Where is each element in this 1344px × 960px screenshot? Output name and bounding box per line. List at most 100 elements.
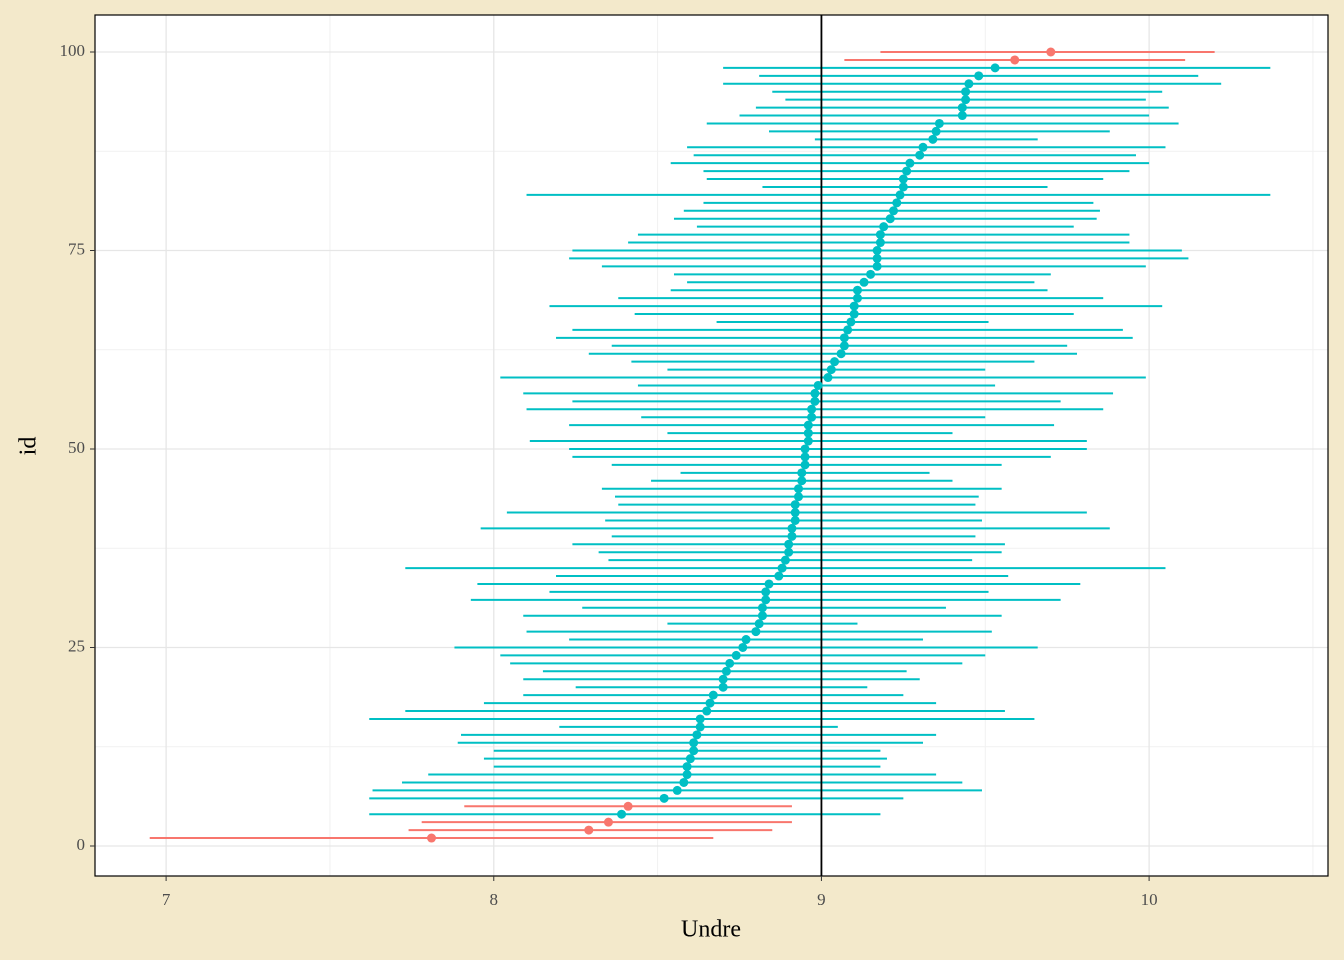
point <box>803 436 813 446</box>
point <box>852 285 862 295</box>
point <box>823 373 833 383</box>
point <box>584 825 594 835</box>
point <box>603 817 613 827</box>
y-tick-label: 100 <box>60 41 86 60</box>
point <box>790 508 800 518</box>
point <box>731 650 741 660</box>
point <box>875 238 885 248</box>
point <box>872 245 882 255</box>
point <box>905 158 915 168</box>
point <box>764 579 774 589</box>
point <box>617 809 627 819</box>
point <box>852 293 862 303</box>
point <box>751 627 761 637</box>
point <box>810 388 820 398</box>
y-tick-label: 50 <box>68 438 85 457</box>
point <box>866 269 876 279</box>
point <box>708 690 718 700</box>
point <box>895 190 905 200</box>
point <box>1010 55 1020 65</box>
point <box>757 611 767 621</box>
point <box>757 603 767 613</box>
point <box>826 365 836 375</box>
point <box>800 460 810 470</box>
point <box>961 95 971 105</box>
point <box>803 428 813 438</box>
point <box>790 515 800 525</box>
point <box>849 301 859 311</box>
point <box>780 555 790 565</box>
point <box>725 658 735 668</box>
point <box>879 222 889 232</box>
point <box>659 793 669 803</box>
point <box>898 182 908 192</box>
point <box>928 134 938 144</box>
point <box>702 706 712 716</box>
point <box>774 571 784 581</box>
panel <box>95 15 1328 876</box>
point <box>761 587 771 597</box>
point <box>810 396 820 406</box>
point <box>672 785 682 795</box>
point <box>692 730 702 740</box>
point <box>830 357 840 367</box>
point <box>754 619 764 629</box>
point <box>931 126 941 136</box>
point <box>793 492 803 502</box>
point <box>934 118 944 128</box>
point <box>682 762 692 772</box>
point <box>889 206 899 216</box>
point <box>957 103 967 113</box>
point <box>784 539 794 549</box>
point <box>839 333 849 343</box>
point <box>738 642 748 652</box>
point <box>793 484 803 494</box>
point <box>872 253 882 263</box>
point <box>990 63 1000 73</box>
x-tick-label: 10 <box>1141 890 1158 909</box>
point <box>872 261 882 271</box>
y-tick-label: 75 <box>68 239 85 258</box>
point <box>689 738 699 748</box>
point <box>790 500 800 510</box>
point <box>787 531 797 541</box>
point <box>427 833 437 843</box>
y-axis-title: id <box>16 437 42 456</box>
point <box>846 317 856 327</box>
point <box>859 277 869 287</box>
point <box>964 79 974 89</box>
point <box>784 547 794 557</box>
point <box>902 166 912 176</box>
point <box>689 746 699 756</box>
y-tick-label: 0 <box>77 835 86 854</box>
point <box>898 174 908 184</box>
point <box>803 420 813 430</box>
point <box>839 341 849 351</box>
point <box>836 349 846 359</box>
point <box>741 635 751 645</box>
point <box>721 666 731 676</box>
point <box>849 309 859 319</box>
point <box>682 770 692 780</box>
y-tick-label: 25 <box>68 636 85 655</box>
point <box>843 325 853 335</box>
point <box>974 71 984 81</box>
point <box>892 198 902 208</box>
point <box>807 404 817 414</box>
point <box>761 595 771 605</box>
point <box>957 111 967 121</box>
x-tick-label: 8 <box>490 890 499 909</box>
point <box>885 214 895 224</box>
point <box>961 87 971 97</box>
point <box>918 142 928 152</box>
point <box>685 754 695 764</box>
point <box>800 452 810 462</box>
point <box>695 722 705 732</box>
point <box>797 476 807 486</box>
point <box>915 150 925 160</box>
panel-border <box>94 14 1329 877</box>
point <box>695 714 705 724</box>
point <box>807 412 817 422</box>
x-tick-label: 7 <box>162 890 171 909</box>
